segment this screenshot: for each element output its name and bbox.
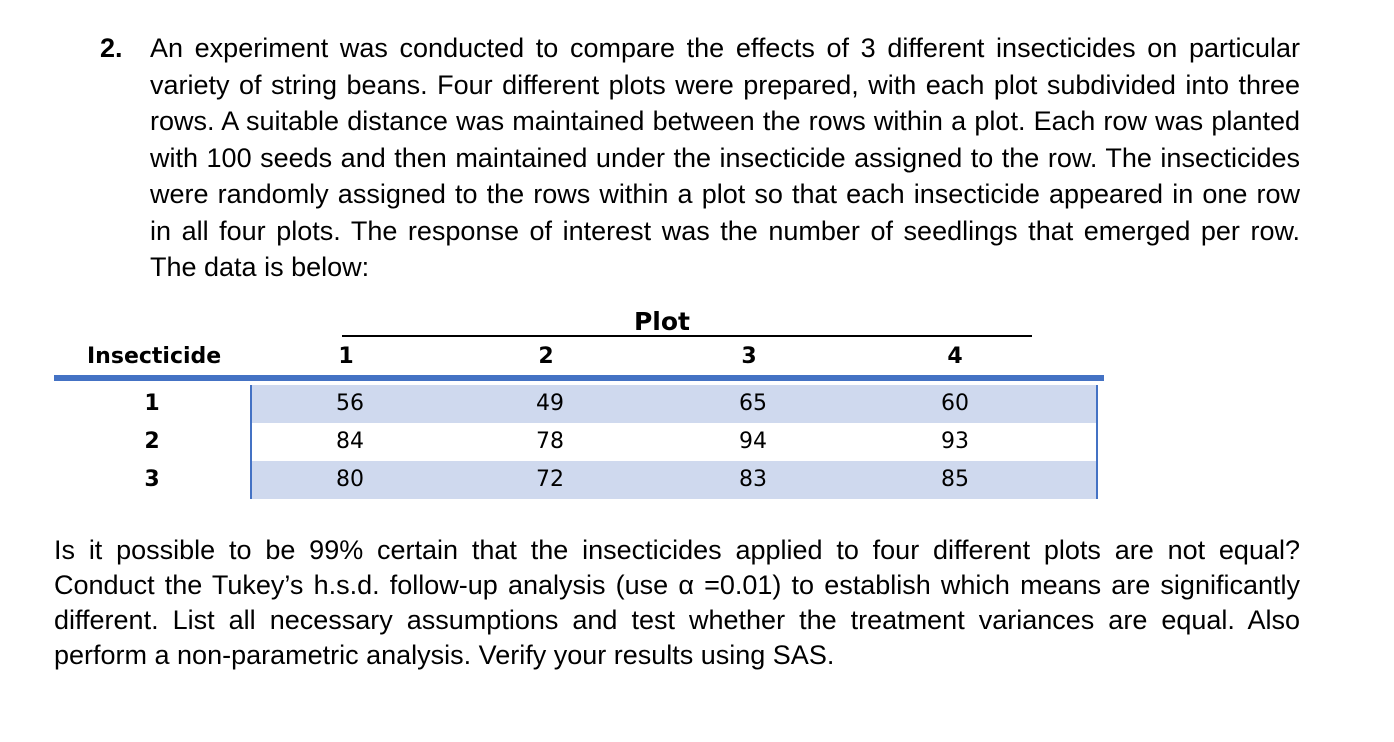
column-header-1: 1 <box>338 344 354 369</box>
row-band <box>250 385 1098 423</box>
table-row: 1 56 49 65 60 <box>54 385 1098 423</box>
question-number: 2. <box>100 33 123 63</box>
table-row: 3 80 72 83 85 <box>54 461 1098 499</box>
header-rule <box>54 375 1104 381</box>
table-cell: 49 <box>536 391 564 416</box>
table-cell: 72 <box>536 467 564 492</box>
group-header-rule <box>342 335 1032 337</box>
row-label: 2 <box>144 429 160 454</box>
column-header-3: 3 <box>741 344 757 369</box>
column-header-2: 2 <box>538 344 554 369</box>
table-cell: 85 <box>941 467 969 492</box>
row-header: Insecticide <box>87 344 222 369</box>
table-cell: 60 <box>941 391 969 416</box>
row-label: 3 <box>144 467 160 492</box>
column-header-4: 4 <box>947 344 963 369</box>
table-cell: 93 <box>941 429 969 454</box>
data-table-body: 1 56 49 65 60 2 84 78 94 93 3 80 72 83 8… <box>54 385 1098 499</box>
row-label: 1 <box>144 391 160 416</box>
table-cell: 56 <box>336 391 364 416</box>
table-cell: 84 <box>336 429 364 454</box>
table-cell: 78 <box>536 429 564 454</box>
table-cell: 83 <box>739 467 767 492</box>
table-cell: 94 <box>739 429 767 454</box>
row-band <box>250 423 1098 461</box>
table-row: 2 84 78 94 93 <box>54 423 1098 461</box>
table-group-header: Plot <box>633 307 691 336</box>
table-cell: 65 <box>739 391 767 416</box>
table-cell: 80 <box>336 467 364 492</box>
row-band <box>250 461 1098 499</box>
follow-up-question: Is it possible to be 99% certain that th… <box>54 535 1300 670</box>
question-text: An experiment was conducted to compare t… <box>150 33 1300 282</box>
